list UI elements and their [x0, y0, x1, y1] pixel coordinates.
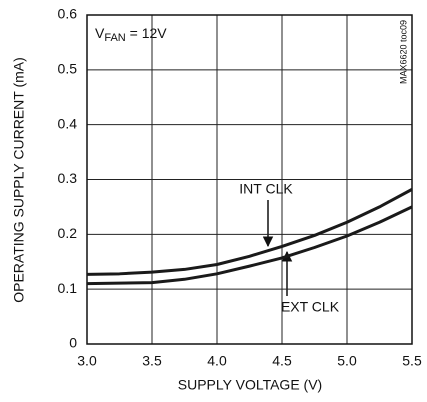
x-axis-title: SUPPLY VOLTAGE (V): [178, 377, 322, 393]
y-tick-label: 0.2: [58, 225, 78, 241]
y-tick-label: 0: [69, 335, 77, 351]
condition-rest: = 12V: [126, 25, 168, 41]
y-tick-label: 0.3: [58, 170, 78, 186]
x-tick-label: 3.0: [77, 353, 97, 369]
x-tick-label: 4.0: [207, 353, 227, 369]
legend-label: EXT CLK: [281, 299, 340, 315]
x-tick-label: 5.5: [402, 353, 422, 369]
y-tick-label: 0.1: [58, 280, 78, 296]
series-line: [86, 205, 413, 286]
x-tick-label: 5.0: [337, 353, 357, 369]
series-line: [86, 188, 413, 276]
condition-subscript: FAN: [104, 32, 125, 44]
x-tick-label: 3.5: [142, 353, 162, 369]
condition-symbol: V: [95, 25, 105, 41]
figure-id: MAX6620 toc09: [398, 20, 408, 84]
y-tick-label: 0.4: [58, 115, 78, 131]
y-axis-title: OPERATING SUPPLY CURRENT (mA): [11, 57, 27, 303]
condition: VFAN = 12V: [95, 25, 167, 44]
legend-label: INT CLK: [239, 181, 293, 197]
y-tick-label: 0.6: [58, 6, 78, 22]
plot-frame: [86, 14, 413, 345]
y-tick-label: 0.5: [58, 61, 78, 77]
x-tick-label: 4.5: [272, 353, 292, 369]
